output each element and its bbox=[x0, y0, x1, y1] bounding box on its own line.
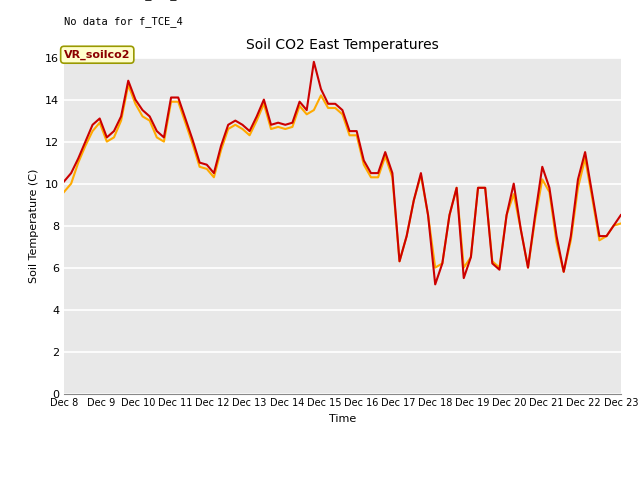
Legend: -2cm, -4cm: -2cm, -4cm bbox=[262, 474, 423, 480]
Y-axis label: Soil Temperature (C): Soil Temperature (C) bbox=[29, 168, 40, 283]
Text: No data for f_TCE_4: No data for f_TCE_4 bbox=[64, 16, 183, 27]
X-axis label: Time: Time bbox=[329, 414, 356, 424]
Text: VR_soilco2: VR_soilco2 bbox=[64, 49, 131, 60]
Title: Soil CO2 East Temperatures: Soil CO2 East Temperatures bbox=[246, 38, 439, 52]
